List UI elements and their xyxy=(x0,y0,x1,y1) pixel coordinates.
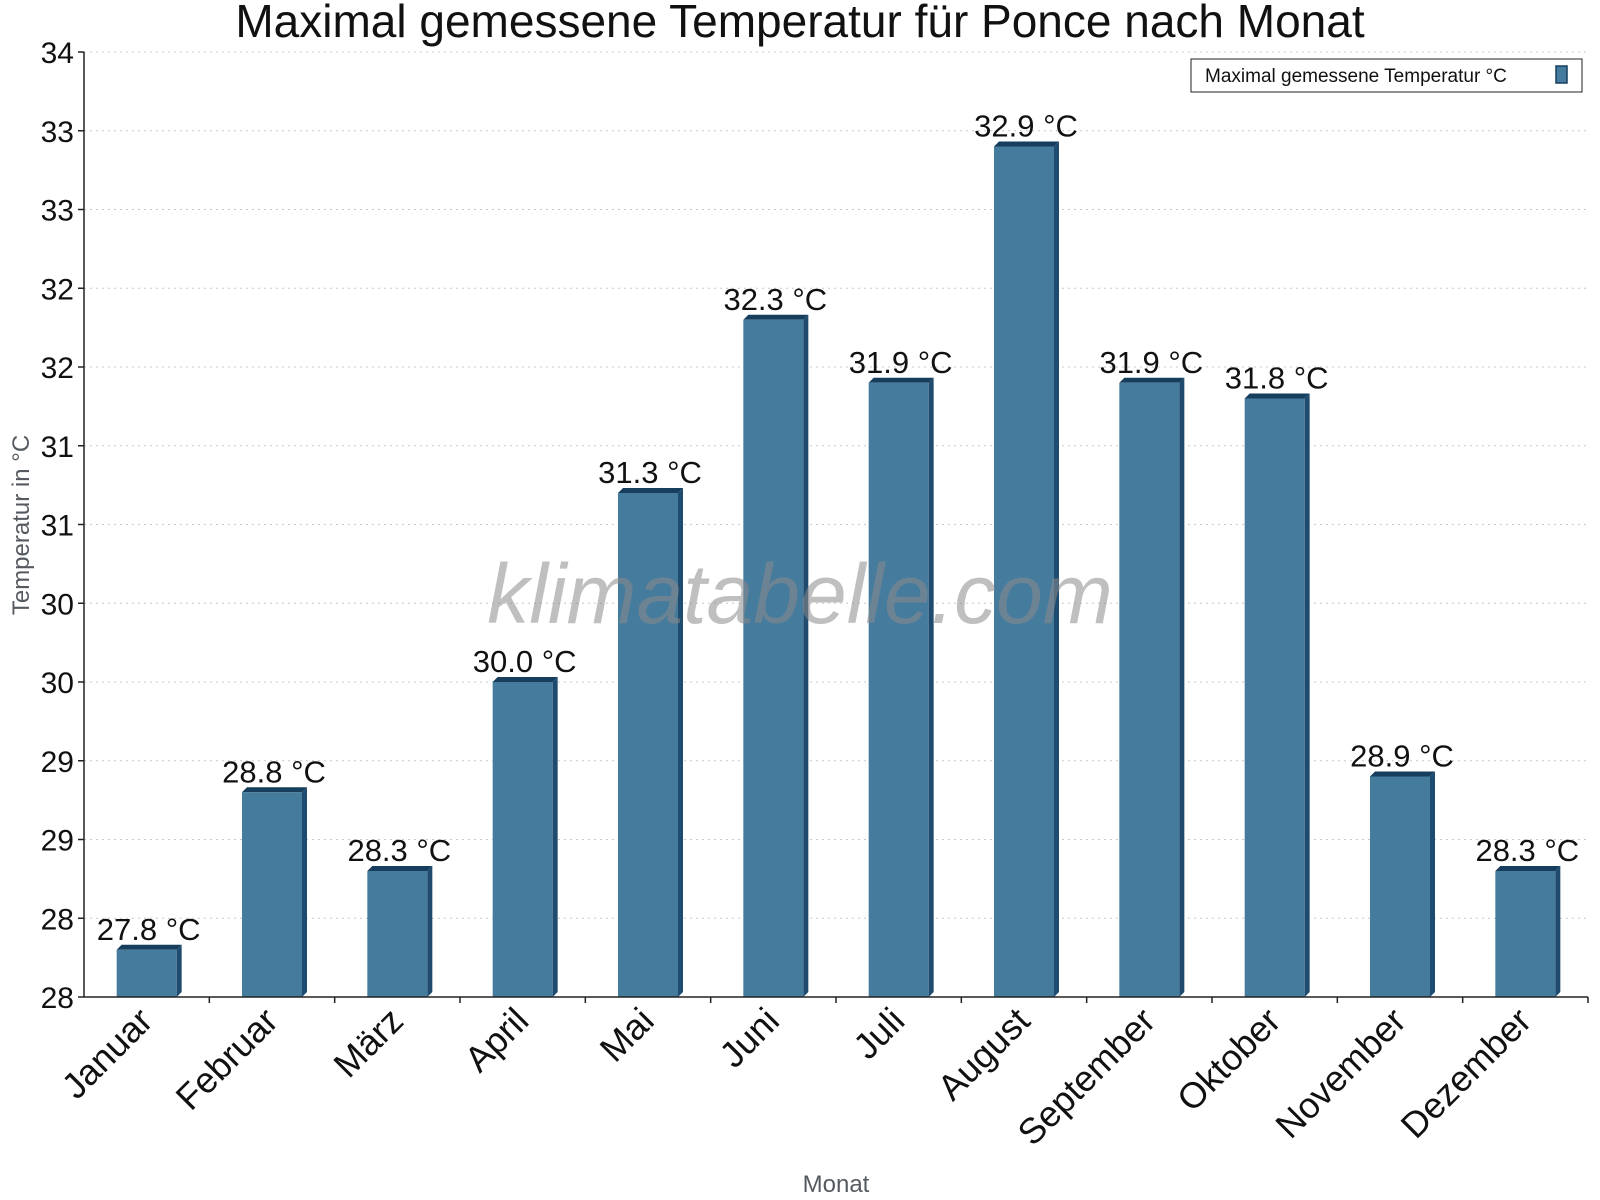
y-tick-label: 34 xyxy=(41,37,74,70)
y-tick-label: 28 xyxy=(41,903,74,936)
bar-6 xyxy=(868,377,934,997)
x-tick-label: Juli xyxy=(845,1000,912,1067)
y-tick-label: 30 xyxy=(41,667,74,700)
x-axis-title: Monat xyxy=(803,1171,870,1198)
bar-side xyxy=(678,488,683,997)
x-tick-label: März xyxy=(325,1000,411,1086)
bar-top xyxy=(868,377,934,383)
bar-value-label: 31.3 °C xyxy=(598,455,702,490)
bar-value-label: 31.9 °C xyxy=(1099,345,1203,380)
legend-box xyxy=(1190,58,1583,93)
bar-1 xyxy=(242,787,307,997)
x-tick-label: August xyxy=(929,1000,1037,1108)
x-axis-ticks: Januar Februar März April Mai Juni Juli AugustS… xyxy=(53,997,1589,1154)
watermark: klimatabelle.com xyxy=(487,547,1113,641)
y-axis-title: Temperatur in °C xyxy=(8,435,35,615)
bar-11 xyxy=(1495,866,1561,997)
bar-top xyxy=(1244,393,1310,399)
x-tick-label: April xyxy=(456,1000,536,1080)
bar-front xyxy=(367,871,428,997)
bar-top xyxy=(743,314,809,320)
bar-top xyxy=(1495,866,1561,871)
bar-4 xyxy=(618,488,683,997)
y-tick-label: 31 xyxy=(41,510,74,543)
x-tick-label: Juni xyxy=(711,1000,787,1076)
bar-value-labels: 27.8 °C 28.8 °C 28.3 °C 30.0 °C 31.3 °C 32.3 … xyxy=(97,109,1579,947)
bar-5 xyxy=(743,314,809,997)
bar-value-label: 30.0 °C xyxy=(473,644,577,679)
x-tick-label: Mai xyxy=(592,1000,662,1070)
bar-top xyxy=(116,944,182,950)
bar-3 xyxy=(492,677,558,997)
y-tick-label: 32 xyxy=(41,352,74,385)
bar-side xyxy=(176,944,182,997)
bar-top xyxy=(1370,771,1435,777)
x-tick-label: Oktober xyxy=(1169,1000,1289,1120)
y-tick-label: 29 xyxy=(41,825,74,858)
bar-side xyxy=(1555,866,1561,997)
bar-value-label: 28.8 °C xyxy=(222,754,326,789)
bar-side xyxy=(302,787,307,997)
y-tick-label: 29 xyxy=(41,746,74,779)
bar-top xyxy=(618,488,683,493)
x-tick-label: Januar xyxy=(53,1000,160,1107)
bar-front xyxy=(618,493,678,997)
x-tick-label: November xyxy=(1267,1000,1413,1146)
x-tick-label: Februar xyxy=(168,1000,286,1118)
y-tick-label: 33 xyxy=(41,116,74,149)
bar-top xyxy=(367,866,433,871)
bar-top xyxy=(994,141,1059,147)
bar-2 xyxy=(367,866,433,997)
bar-top xyxy=(492,677,558,682)
bar-top xyxy=(1119,377,1185,383)
bar-side xyxy=(1304,393,1310,997)
bar-front xyxy=(492,682,553,997)
legend-label: Maximal gemessene Temperatur °C xyxy=(1205,66,1507,87)
bar-side xyxy=(1054,141,1059,997)
bar-front xyxy=(116,949,177,997)
bar-front xyxy=(994,146,1054,997)
bar-value-label: 28.3 °C xyxy=(347,833,451,868)
y-tick-label: 28 xyxy=(41,982,74,1015)
bar-side xyxy=(427,866,433,997)
legend-swatch xyxy=(1555,65,1568,84)
x-tick-label: September xyxy=(1009,1000,1163,1154)
y-tick-label: 31 xyxy=(41,431,74,464)
bar-0 xyxy=(116,944,182,997)
bar-value-label: 32.3 °C xyxy=(723,282,827,317)
bar-side xyxy=(928,377,934,997)
y-tick-label: 30 xyxy=(41,588,74,621)
bar-value-label: 27.8 °C xyxy=(97,912,201,947)
bar-10 xyxy=(1370,771,1435,997)
bar-value-label: 31.8 °C xyxy=(1225,361,1329,396)
bar-value-label: 28.3 °C xyxy=(1475,833,1579,868)
x-tick-label: Dezember xyxy=(1393,1000,1539,1146)
bar-side xyxy=(552,677,558,997)
bar-front xyxy=(1370,776,1430,997)
bar-9 xyxy=(1244,393,1310,997)
bar-side xyxy=(1430,771,1435,997)
bar-side xyxy=(803,314,809,997)
bar-front xyxy=(242,792,302,997)
bar-7 xyxy=(994,141,1059,997)
bar-value-label: 28.9 °C xyxy=(1350,739,1454,774)
bar-front xyxy=(743,319,804,997)
bar-top xyxy=(242,787,307,793)
bar-value-label: 32.9 °C xyxy=(974,109,1078,144)
y-tick-label: 32 xyxy=(41,273,74,306)
bar-front xyxy=(1244,398,1305,997)
bar-front xyxy=(1495,871,1556,997)
y-tick-label: 33 xyxy=(41,195,74,228)
bar-front xyxy=(1119,382,1180,997)
chart-title: Maximal gemessene Temperatur für Ponce n… xyxy=(235,0,1364,47)
bar-front xyxy=(868,382,929,997)
legend: Maximal gemessene Temperatur °C xyxy=(1190,58,1583,93)
bar-8 xyxy=(1119,377,1185,997)
bar-value-label: 31.9 °C xyxy=(849,345,953,380)
bars xyxy=(116,141,1561,997)
bar-side xyxy=(1179,377,1185,997)
y-axis-ticks: 28 28 29 29 30 30 31 31 32 32 33 33 34 xyxy=(41,37,84,1015)
